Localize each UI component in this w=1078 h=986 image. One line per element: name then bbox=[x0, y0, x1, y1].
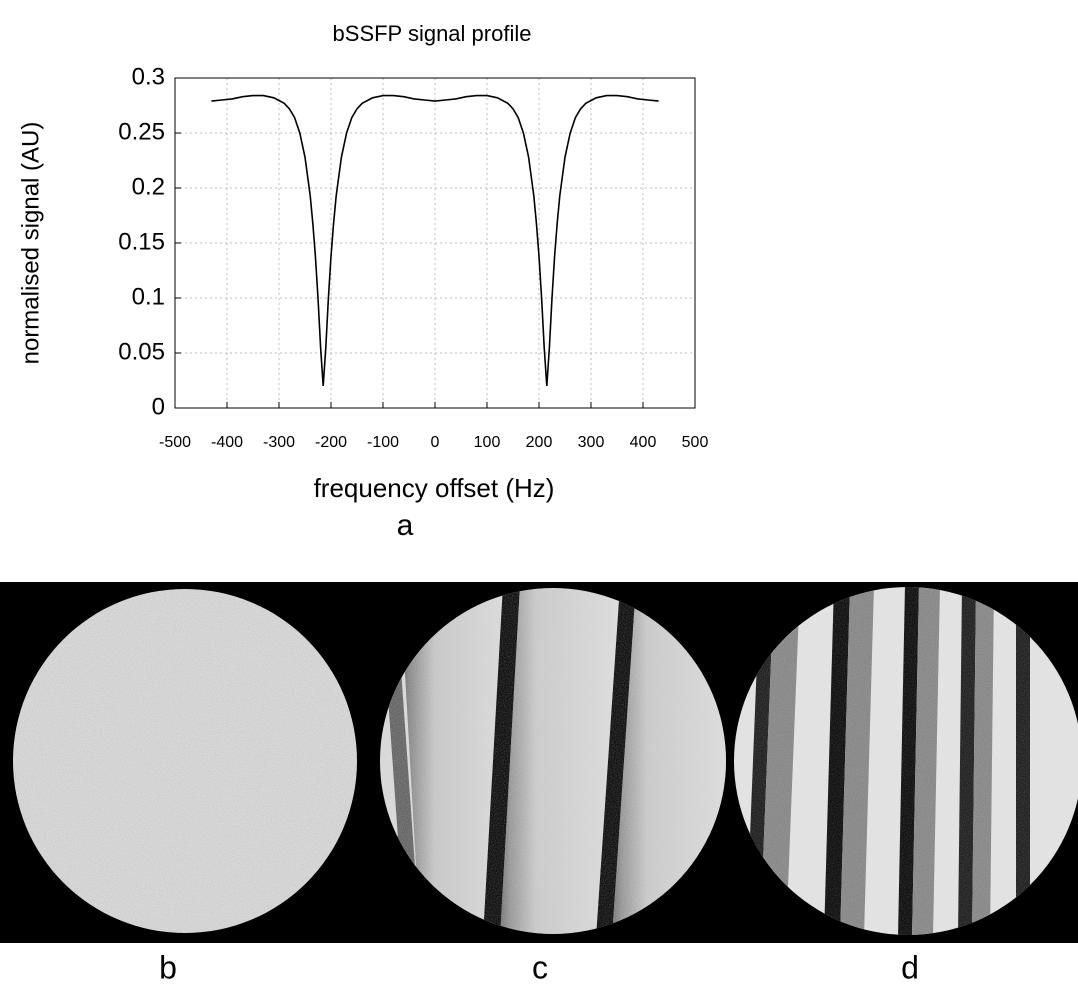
y-tick-label: 0 bbox=[152, 393, 165, 420]
y-tick-label: 0.05 bbox=[118, 338, 165, 365]
x-tick-label: -400 bbox=[211, 434, 243, 451]
chart-title: bSSFP signal profile bbox=[333, 21, 532, 46]
x-tick-label: 500 bbox=[682, 434, 709, 451]
y-tick-label: 0.3 bbox=[132, 63, 165, 90]
panel-label: b bbox=[159, 949, 177, 985]
panel-label: c bbox=[532, 949, 548, 985]
x-tick-label: 300 bbox=[578, 434, 605, 451]
y-tick-label: 0.15 bbox=[118, 228, 165, 255]
panel-label: d bbox=[901, 949, 919, 985]
panel-label: a bbox=[397, 509, 414, 542]
x-tick-label: -100 bbox=[367, 434, 399, 451]
image-b bbox=[13, 589, 357, 933]
y-axis-label: normalised signal (AU) bbox=[17, 122, 44, 365]
x-tick-label: 100 bbox=[474, 434, 501, 451]
y-tick-label: 0.1 bbox=[132, 283, 165, 310]
plot-frame bbox=[174, 77, 696, 409]
x-tick-label: 400 bbox=[630, 434, 657, 451]
y-tick-label: 0.2 bbox=[132, 173, 165, 200]
mri-images bbox=[0, 582, 1078, 943]
x-tick-label: -500 bbox=[159, 434, 191, 451]
x-tick-label: 200 bbox=[526, 434, 553, 451]
x-tick-label: 0 bbox=[431, 434, 440, 451]
data-line bbox=[211, 94, 659, 387]
x-axis-label: frequency offset (Hz) bbox=[314, 473, 555, 503]
x-tick-label: -200 bbox=[315, 434, 347, 451]
image-d bbox=[734, 587, 1078, 935]
y-tick-label: 0.25 bbox=[118, 118, 165, 145]
x-tick-label: -300 bbox=[263, 434, 295, 451]
